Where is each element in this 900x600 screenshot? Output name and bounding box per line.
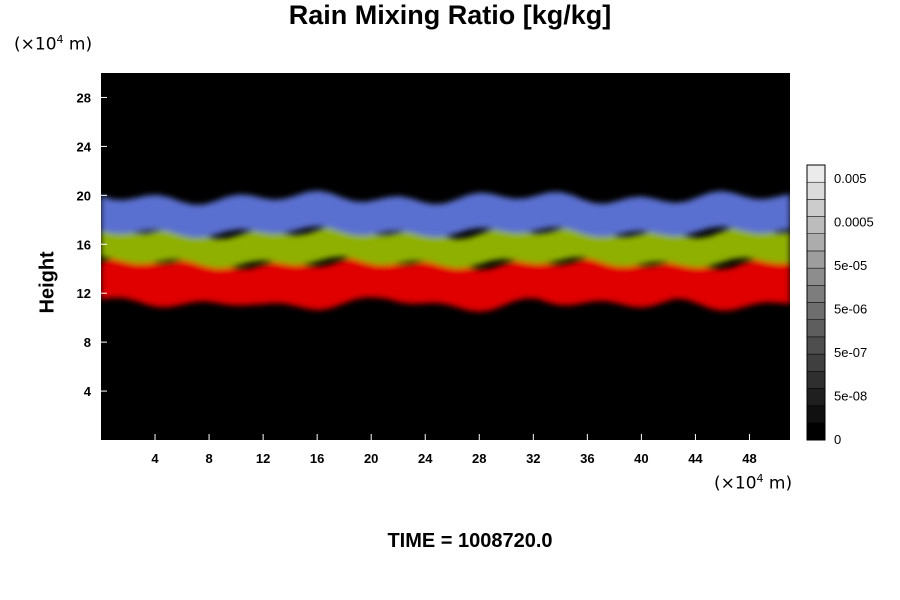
colorbar-swatch xyxy=(806,405,826,424)
x-tick-label: 48 xyxy=(742,451,756,466)
y-axis-unit: (×104 m) xyxy=(14,33,92,55)
x-tick-label: 8 xyxy=(205,451,212,466)
x-tick-label: 44 xyxy=(688,451,703,466)
y-unit-exp: 4 xyxy=(56,33,64,46)
band-red xyxy=(101,255,790,312)
colorbar-tick-label: 0.0005 xyxy=(834,215,874,230)
x-unit-base: (×10 xyxy=(714,473,757,494)
x-axis-unit: (×104 m) xyxy=(714,472,792,494)
colorbar-swatch xyxy=(806,181,826,200)
x-unit-exp: 4 xyxy=(756,472,764,485)
colorbar-swatch xyxy=(806,233,826,252)
x-ticks: 4 8 12 16 20 24 28 32 36 40 44 48 xyxy=(151,434,757,466)
colorbar-swatch xyxy=(806,353,826,372)
x-tick-label: 12 xyxy=(256,451,270,466)
colorbar-swatch xyxy=(806,285,826,303)
x-tick-label: 24 xyxy=(418,451,433,466)
y-tick-label: 16 xyxy=(77,237,91,252)
y-unit-suffix: m) xyxy=(63,34,93,55)
colorbar-swatch xyxy=(806,319,826,338)
colorbar-tick-label: 5e-08 xyxy=(834,389,867,404)
y-ticks: 4 8 12 16 20 24 28 xyxy=(77,90,107,399)
colorbar-swatch xyxy=(806,422,826,441)
y-unit-base: (×10 xyxy=(14,34,57,55)
x-tick-label: 32 xyxy=(526,451,540,466)
colorbar-swatch xyxy=(806,164,826,183)
y-tick-label: 8 xyxy=(84,335,91,350)
colorbar-tick-label: 5e-05 xyxy=(834,258,867,273)
x-unit-suffix: m) xyxy=(763,473,793,494)
colorbar-swatch xyxy=(806,371,826,389)
colorbar-swatch xyxy=(806,267,826,286)
y-tick-label: 28 xyxy=(77,90,91,105)
colorbar-tick-label: 5e-06 xyxy=(834,302,867,317)
colorbar-swatch xyxy=(806,388,826,406)
colorbar-tick-label: 0.005 xyxy=(834,171,867,186)
x-tick-label: 20 xyxy=(364,451,378,466)
band-blue xyxy=(101,190,790,238)
x-tick-label: 4 xyxy=(151,451,159,466)
colorbar-swatch xyxy=(806,199,826,217)
x-tick-label: 28 xyxy=(472,451,486,466)
heatmap-bands xyxy=(101,190,790,312)
x-tick-label: 36 xyxy=(580,451,594,466)
x-tick-label: 40 xyxy=(634,451,648,466)
y-tick-label: 24 xyxy=(77,139,92,154)
colorbar-swatch xyxy=(806,216,826,234)
x-tick-label: 16 xyxy=(310,451,324,466)
time-label: TIME = 1008720.0 xyxy=(387,530,553,552)
colorbar-border xyxy=(806,164,826,441)
colorbar-swatch xyxy=(806,336,826,355)
colorbar-swatch xyxy=(806,302,826,320)
colorbar-tick-label: 0 xyxy=(834,432,841,447)
y-tick-label: 20 xyxy=(77,188,91,203)
chart-title: Rain Mixing Ratio [kg/kg] xyxy=(288,0,612,30)
colorbar: 0 5e-08 5e-07 5e-06 5e-05 0.0005 0.005 xyxy=(806,164,874,447)
colorbar-swatch xyxy=(806,250,826,269)
band-green xyxy=(101,224,790,269)
y-tick-label: 4 xyxy=(84,384,92,399)
colorbar-tick-label: 5e-07 xyxy=(834,345,867,360)
y-tick-label: 12 xyxy=(77,286,91,301)
